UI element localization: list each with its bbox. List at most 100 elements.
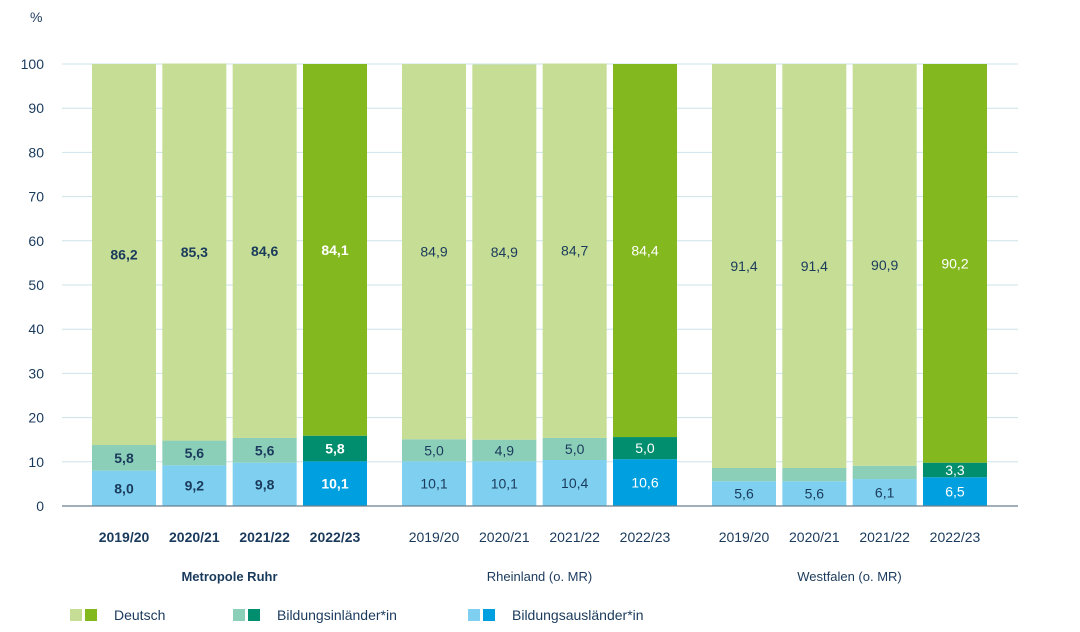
legend-label: Deutsch bbox=[114, 607, 166, 623]
legend: Deutsch Bildungsinländer*in Bildungsausl… bbox=[70, 605, 1070, 625]
bar-segment bbox=[922, 64, 987, 463]
bar-segment bbox=[232, 437, 297, 463]
bar-segment bbox=[612, 437, 677, 460]
data-label: 10,1 bbox=[491, 476, 518, 492]
data-label: 5,0 bbox=[424, 442, 444, 458]
data-label: 84,6 bbox=[251, 243, 278, 259]
legend-swatch-dark bbox=[85, 609, 97, 621]
bar-segment bbox=[712, 64, 776, 468]
data-label: 8,0 bbox=[114, 480, 134, 496]
bar-segment bbox=[922, 462, 987, 478]
data-label: 84,9 bbox=[420, 244, 447, 260]
legend-item-bildungsauslaender: Bildungsausländer*in bbox=[468, 605, 644, 625]
bar-segment bbox=[302, 435, 367, 462]
bar-segment bbox=[302, 64, 367, 436]
data-label: 5,8 bbox=[114, 450, 134, 466]
x-category-label: 2021/22 bbox=[239, 529, 290, 545]
legend-label: Bildungsinländer*in bbox=[277, 607, 397, 623]
data-label: 5,6 bbox=[185, 445, 205, 461]
bar-segment bbox=[782, 481, 847, 506]
bar-segment bbox=[402, 461, 466, 506]
bar-segment bbox=[232, 462, 297, 506]
y-tick-label: 40 bbox=[28, 321, 44, 337]
legend-swatch-dark bbox=[248, 609, 260, 621]
data-label: 4,9 bbox=[495, 443, 515, 459]
legend-label: Bildungsausländer*in bbox=[512, 607, 644, 623]
group-label: Westfalen (o. MR) bbox=[797, 569, 902, 584]
data-label: 5,0 bbox=[565, 441, 585, 457]
y-tick-label: 60 bbox=[28, 233, 44, 249]
legend-swatch-light bbox=[70, 609, 82, 621]
bar-segment bbox=[302, 461, 367, 506]
data-label: 84,7 bbox=[561, 243, 588, 259]
data-label: 10,6 bbox=[631, 475, 658, 491]
y-tick-label: 50 bbox=[28, 277, 44, 293]
x-category-label: 2020/21 bbox=[169, 529, 220, 545]
x-category-label: 2021/22 bbox=[859, 529, 910, 545]
bar-segment bbox=[232, 64, 297, 438]
group-label: Rheinland (o. MR) bbox=[487, 569, 593, 584]
y-tick-label: 10 bbox=[28, 454, 44, 470]
bar-segment bbox=[542, 460, 607, 506]
bar-segment bbox=[852, 64, 917, 466]
y-tick-label: 20 bbox=[28, 410, 44, 426]
data-label: 6,1 bbox=[875, 485, 895, 501]
legend-swatch-dark bbox=[483, 609, 495, 621]
bar-segment bbox=[612, 64, 677, 438]
data-label: 90,9 bbox=[871, 257, 898, 273]
data-label: 5,6 bbox=[255, 442, 275, 458]
y-tick-label: 90 bbox=[28, 100, 44, 116]
data-label: 9,2 bbox=[185, 478, 205, 494]
bar-segment bbox=[922, 477, 987, 506]
legend-item-bildungsinlaender: Bildungsinländer*in bbox=[233, 605, 397, 625]
y-tick-label: 0 bbox=[36, 498, 44, 514]
bar-segment bbox=[712, 481, 776, 506]
bar-segment bbox=[782, 467, 847, 482]
data-label: 91,4 bbox=[801, 258, 828, 274]
group-label: Metropole Ruhr bbox=[181, 569, 277, 584]
data-label: 3,3 bbox=[945, 462, 965, 478]
bar-segment bbox=[612, 459, 677, 506]
x-category-label: 2019/20 bbox=[719, 529, 770, 545]
x-category-label: 2019/20 bbox=[99, 529, 150, 545]
x-category-label: 2022/23 bbox=[310, 529, 361, 545]
y-tick-label: 30 bbox=[28, 365, 44, 381]
bar-segment bbox=[402, 439, 466, 462]
data-label: 10,4 bbox=[561, 475, 588, 491]
data-label: 5,0 bbox=[635, 440, 655, 456]
bar-segment bbox=[162, 63, 227, 441]
bar-segment bbox=[472, 439, 537, 462]
x-category-label: 2021/22 bbox=[549, 529, 600, 545]
x-category-label: 2022/23 bbox=[930, 529, 981, 545]
data-label: 90,2 bbox=[941, 255, 968, 271]
x-category-label: 2022/23 bbox=[620, 529, 671, 545]
data-label: 5,6 bbox=[805, 486, 825, 502]
bar-segment bbox=[852, 479, 917, 506]
data-label: 5,6 bbox=[734, 486, 754, 502]
bar-segment bbox=[162, 465, 227, 506]
data-label: 91,4 bbox=[730, 258, 757, 274]
bar-segment bbox=[92, 445, 156, 471]
data-label: 10,1 bbox=[321, 476, 348, 492]
y-tick-label: 100 bbox=[21, 56, 45, 72]
data-label: 5,8 bbox=[325, 441, 345, 457]
x-category-label: 2020/21 bbox=[789, 529, 840, 545]
bar-segment bbox=[542, 63, 607, 438]
data-label: 84,1 bbox=[321, 242, 348, 258]
bar-segment bbox=[712, 467, 776, 482]
x-category-label: 2019/20 bbox=[409, 529, 460, 545]
y-unit-label: % bbox=[30, 9, 42, 25]
legend-swatch-light bbox=[233, 609, 245, 621]
bar-segment bbox=[92, 470, 156, 506]
bar-segment bbox=[782, 64, 847, 468]
data-label: 9,8 bbox=[255, 476, 275, 492]
bar-segment bbox=[472, 64, 537, 440]
bar-segment bbox=[472, 461, 537, 506]
bar-segment bbox=[542, 437, 607, 461]
stacked-bar-chart: % 0 10 20 30 40 50 60 70 80 90 100 8,0 5,8 86,2 2019/20… bbox=[21, 9, 1018, 584]
bar-segment bbox=[852, 465, 917, 480]
bar-segment bbox=[92, 64, 156, 446]
y-tick-label: 80 bbox=[28, 144, 44, 160]
data-label: 6,5 bbox=[945, 484, 965, 500]
legend-item-deutsch: Deutsch bbox=[70, 605, 165, 625]
